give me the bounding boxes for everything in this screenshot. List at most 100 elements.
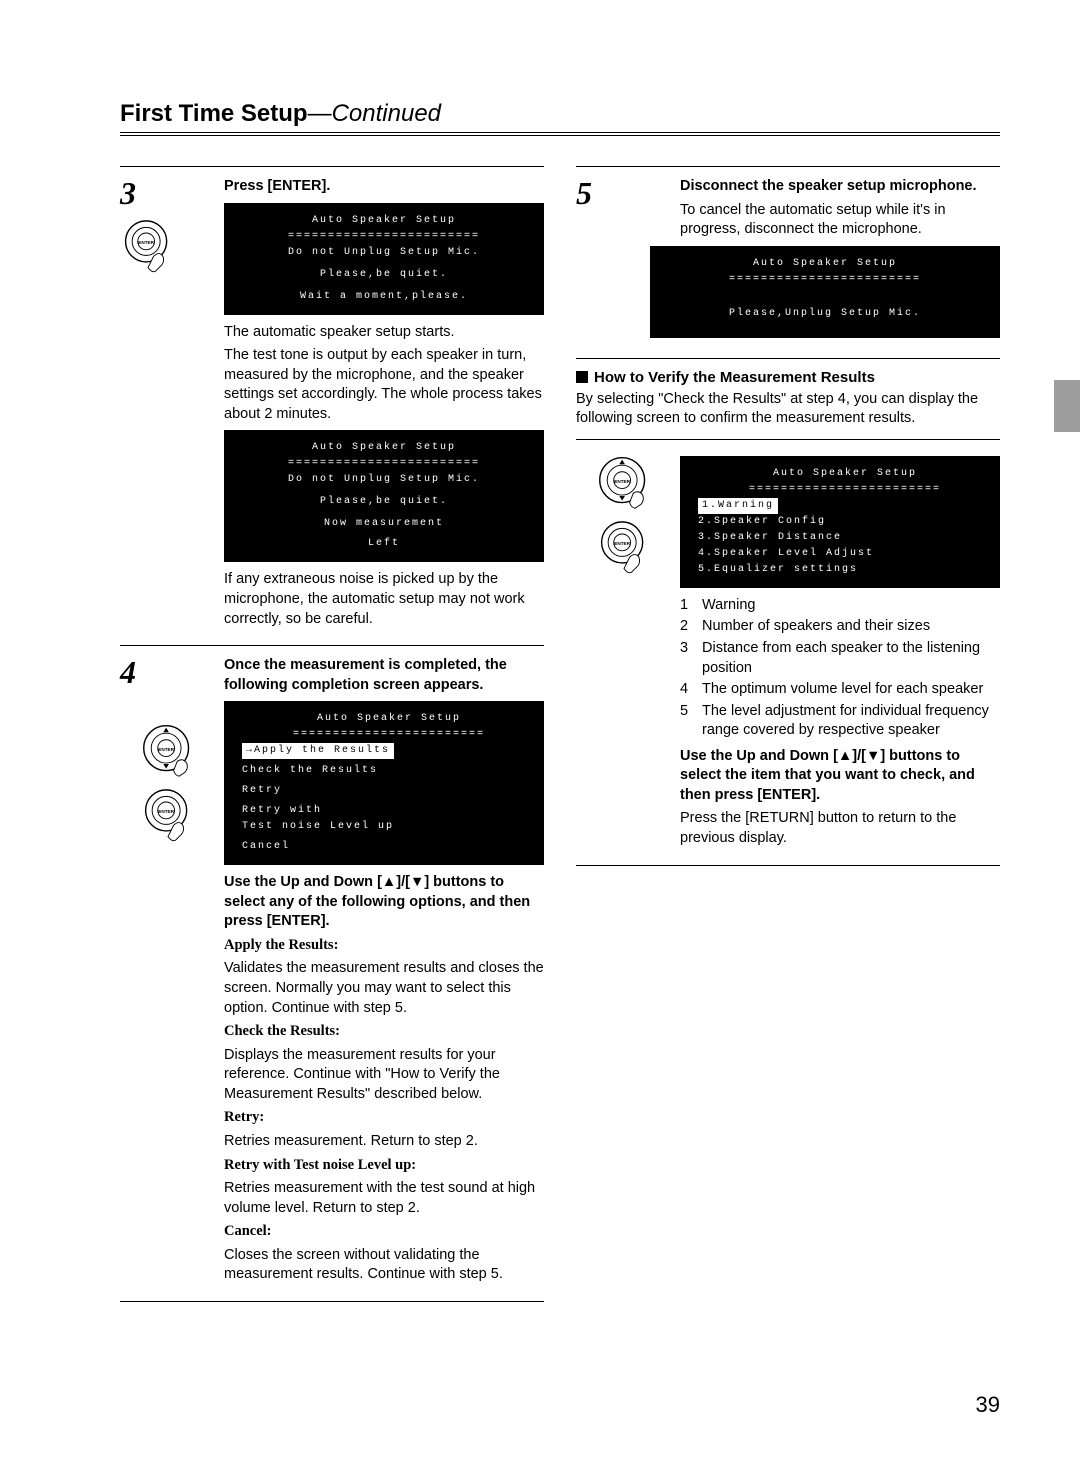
enter-button-icon: ENTER — [120, 219, 176, 275]
rule — [576, 865, 1000, 866]
edge-tab — [1054, 380, 1080, 432]
step-3-left: 3 ENTER — [120, 177, 216, 633]
verify-heading-text: How to Verify the Measurement Results — [594, 369, 875, 386]
scr-line: 3.Speaker Distance — [698, 530, 992, 546]
rule — [576, 439, 1000, 440]
list-text: Distance from each speaker to the listen… — [702, 639, 1000, 678]
rule — [576, 166, 1000, 167]
square-bullet-icon — [576, 371, 588, 383]
verify-block: ENTER ENTER Auto Speak — [576, 450, 1000, 853]
list-text: The optimum volume level for each speake… — [702, 680, 983, 700]
scr-highlight: →Apply the Results — [242, 743, 394, 759]
scr-line: ======================== — [658, 272, 992, 288]
scr-line: Now measurement — [232, 516, 536, 532]
svg-text:ENTER: ENTER — [138, 240, 154, 245]
step-3-p2: The test tone is output by each speaker … — [224, 346, 544, 424]
verify-heading: How to Verify the Measurement Results — [576, 369, 1000, 386]
list-num: 5 — [680, 702, 692, 741]
enter-button-icon: ENTER — [140, 788, 196, 844]
txt: ]/[ — [852, 748, 866, 764]
verify-body: Auto Speaker Setup =====================… — [680, 450, 1000, 853]
enter-button-icon: ENTER — [596, 520, 652, 576]
scr-line: Please,be quiet. — [232, 494, 536, 510]
svg-text:ENTER: ENTER — [158, 809, 174, 814]
scr-line: ======================== — [242, 727, 536, 743]
svg-text:ENTER: ENTER — [614, 479, 630, 484]
list-text: The level adjustment for individual freq… — [702, 702, 1000, 741]
svg-text:ENTER: ENTER — [158, 747, 174, 752]
title-main: First Time Setup — [120, 100, 308, 127]
txt: ]/[ — [396, 874, 410, 890]
step-5-p1: To cancel the automatic setup while it's… — [680, 201, 1000, 240]
scr-line: Please,be quiet. — [232, 267, 536, 283]
rule — [120, 1301, 544, 1302]
list-num: 2 — [680, 617, 692, 637]
rule — [120, 166, 544, 167]
content-columns: 3 ENTER Press [ENTER]. Auto Speaker Setu… — [120, 160, 1000, 1312]
scr-line: 5.Equalizer settings — [698, 562, 992, 578]
list-text: Number of speakers and their sizes — [702, 617, 930, 637]
verify-p1: By selecting "Check the Results" at step… — [576, 390, 1000, 429]
step-3-body: Press [ENTER]. Auto Speaker Setup ======… — [224, 177, 544, 633]
step-4-number: 4 — [120, 656, 216, 688]
step-3: 3 ENTER Press [ENTER]. Auto Speaker Setu… — [120, 177, 544, 633]
rule — [576, 358, 1000, 359]
step-5-heading: Disconnect the speaker setup microphone. — [680, 177, 1000, 197]
scr-line: ======================== — [232, 456, 536, 472]
txt: Use the Up and Down [ — [224, 874, 382, 890]
step-3-heading: Press [ENTER]. — [224, 177, 544, 197]
step-3-p3: If any extraneous noise is picked up by … — [224, 570, 544, 629]
verify-list: 1 Warning 2 Number of speakers and their s… — [680, 596, 1000, 741]
verify-screen: Auto Speaker Setup =====================… — [680, 456, 1000, 588]
step-5-number: 5 — [576, 177, 672, 209]
step-4-left: 4 ENTER ENTER — [120, 656, 216, 1289]
step-5-body: Disconnect the speaker setup microphone.… — [680, 177, 1000, 346]
opt-cancel-head: Cancel: — [224, 1222, 544, 1242]
right-column: 5 Disconnect the speaker setup microphon… — [576, 160, 1000, 1312]
svg-text:ENTER: ENTER — [614, 541, 630, 546]
rule — [120, 645, 544, 646]
opt-retry-text: Retries measurement. Return to step 2. — [224, 1132, 544, 1152]
opt-check-text: Displays the measurement results for you… — [224, 1046, 544, 1105]
triangle-up-icon — [838, 748, 852, 764]
step-4-body: Once the measurement is completed, the f… — [224, 656, 544, 1289]
step-3-number: 3 — [120, 177, 216, 209]
verify-left: ENTER ENTER — [576, 450, 672, 853]
step-3-screen-1: Auto Speaker Setup =====================… — [224, 203, 544, 315]
left-column: 3 ENTER Press [ENTER]. Auto Speaker Setu… — [120, 160, 544, 1312]
remote-stack-icon: ENTER ENTER — [120, 718, 216, 844]
scr-line: Wait a moment,please. — [232, 289, 536, 305]
scr-line: Test noise Level up — [242, 819, 536, 835]
step-4-heading: Once the measurement is completed, the f… — [224, 656, 544, 695]
scr-line: Auto Speaker Setup — [242, 711, 536, 727]
scr-line: Do not Unplug Setup Mic. — [232, 472, 536, 488]
list-num: 3 — [680, 639, 692, 678]
scr-line: Auto Speaker Setup — [658, 256, 992, 272]
scr-line: Retry with — [242, 803, 536, 819]
scr-line: Cancel — [242, 839, 536, 855]
title-continued: —Continued — [308, 100, 441, 127]
txt: Use the Up and Down [ — [680, 748, 838, 764]
dpad-icon: ENTER — [140, 722, 196, 778]
step-4-screen: Auto Speaker Setup =====================… — [224, 701, 544, 865]
opt-retryup-text: Retries measurement with the test sound … — [224, 1179, 544, 1218]
step-5: 5 Disconnect the speaker setup microphon… — [576, 177, 1000, 346]
step-3-screen-2: Auto Speaker Setup =====================… — [224, 430, 544, 562]
scr-line: 2.Speaker Config — [698, 514, 992, 530]
scr-highlight: 1.Warning — [698, 498, 778, 514]
triangle-up-icon — [382, 874, 396, 890]
scr-line: Left — [232, 536, 536, 552]
opt-retryup-head: Retry with Test noise Level up: — [224, 1156, 544, 1176]
opt-retry-head: Retry: — [224, 1108, 544, 1128]
list-text: Warning — [702, 596, 755, 616]
remote-stack-icon: ENTER ENTER — [576, 450, 672, 576]
scr-line: 4.Speaker Level Adjust — [698, 546, 992, 562]
list-num: 1 — [680, 596, 692, 616]
opt-cancel-text: Closes the screen without validating the… — [224, 1246, 544, 1285]
step-4-usebuttons: Use the Up and Down []/[] buttons to sel… — [224, 873, 544, 932]
scr-line: Auto Speaker Setup — [232, 213, 536, 229]
verify-usebuttons: Use the Up and Down []/[] buttons to sel… — [680, 747, 1000, 806]
list-num: 4 — [680, 680, 692, 700]
triangle-down-icon — [866, 748, 880, 764]
page-title: First Time Setup—Continued — [120, 100, 1000, 128]
